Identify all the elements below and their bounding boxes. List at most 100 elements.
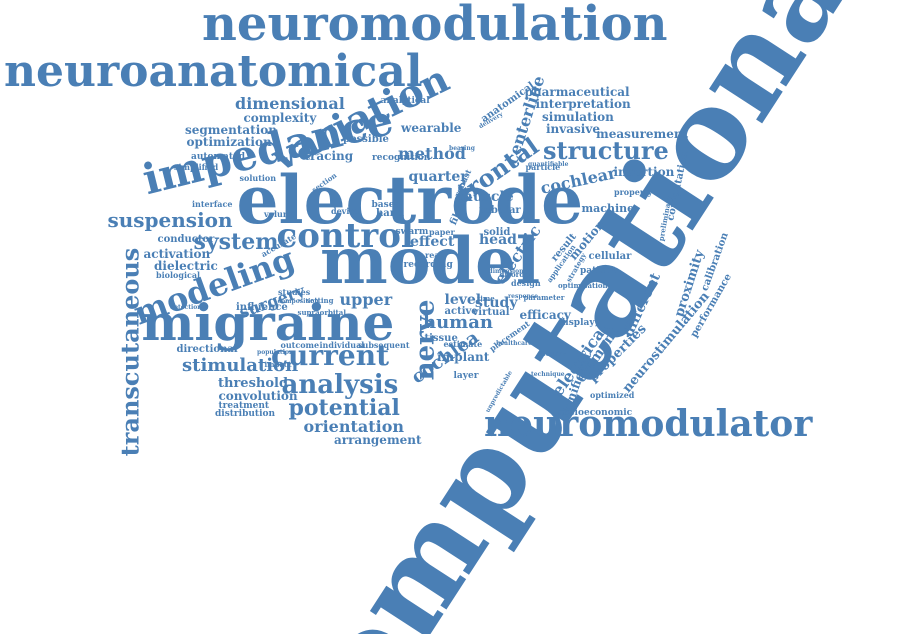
word: technique xyxy=(531,371,565,378)
word: arrangement xyxy=(334,433,422,447)
word: insertion xyxy=(613,165,675,179)
word: invasive xyxy=(546,122,600,136)
word: analysis xyxy=(281,370,399,400)
word: disorder xyxy=(499,269,533,279)
word: studies xyxy=(278,287,311,297)
word: real xyxy=(425,250,443,260)
word: swarm xyxy=(395,226,429,237)
word: neuroanatomical xyxy=(4,46,423,97)
word: threshold xyxy=(218,375,289,391)
word: impact xyxy=(264,359,292,369)
word: dimensional xyxy=(235,94,345,113)
word: biological xyxy=(156,270,201,280)
word: segmentation xyxy=(185,123,277,137)
word: conductor xyxy=(157,234,215,245)
word: pharmaceutical xyxy=(524,85,630,99)
word: quarter xyxy=(408,169,468,185)
word: property xyxy=(614,187,653,197)
word: treatment xyxy=(218,400,270,411)
word: convolution xyxy=(218,389,298,403)
word: tracing xyxy=(304,149,354,163)
word: neuromodulation xyxy=(202,0,668,52)
word: active xyxy=(444,306,478,317)
word: based xyxy=(371,199,401,210)
word: healthcare xyxy=(496,340,532,347)
word: level xyxy=(444,292,482,308)
word: structure xyxy=(543,136,669,165)
word: response xyxy=(508,293,539,300)
word: distribution xyxy=(215,408,276,419)
word: setting xyxy=(306,295,334,305)
word: electrode xyxy=(236,161,584,239)
word: influence xyxy=(236,302,288,313)
word: particle xyxy=(525,162,561,172)
word: virtual xyxy=(472,307,510,318)
word: solid xyxy=(483,227,511,238)
word: quantifiable xyxy=(528,161,569,168)
word: composition xyxy=(277,298,319,305)
word: display xyxy=(559,317,595,328)
word: upper xyxy=(339,290,393,309)
word: solution xyxy=(239,173,277,183)
word: study xyxy=(475,295,518,311)
word: implant xyxy=(437,350,490,364)
word: interface xyxy=(192,199,233,209)
word: current xyxy=(271,339,390,372)
word: efficacy xyxy=(519,308,571,322)
word: optimized xyxy=(590,390,635,400)
word: supraorbital xyxy=(297,307,347,317)
word: parameter xyxy=(523,292,565,302)
word: orientation xyxy=(303,417,405,436)
word: analytical xyxy=(380,95,430,106)
word: method xyxy=(398,144,466,163)
word: directional xyxy=(176,344,238,355)
word: measurement xyxy=(596,127,689,141)
word: cellular xyxy=(588,251,632,262)
word: location xyxy=(539,351,567,358)
word: control xyxy=(276,216,414,256)
word: population xyxy=(257,349,294,356)
word: estimate xyxy=(443,339,483,349)
word: possible xyxy=(343,134,389,145)
word: dielectric xyxy=(154,259,218,273)
word: stimulation xyxy=(182,355,299,376)
word: wearable xyxy=(401,121,462,135)
word: model xyxy=(320,224,541,299)
word: simplified xyxy=(174,162,219,172)
word: dimension xyxy=(488,268,524,275)
word: suspension xyxy=(107,208,233,232)
word: design xyxy=(511,278,541,288)
word: device xyxy=(331,206,360,216)
word: recording xyxy=(403,259,453,270)
word: recognition xyxy=(372,152,431,163)
word: neuromodulator xyxy=(484,403,813,445)
word: outcome xyxy=(280,340,320,350)
word: interpretation xyxy=(535,97,631,111)
word: complexity xyxy=(243,111,317,125)
word: human xyxy=(423,312,493,333)
word: effect xyxy=(410,234,455,250)
word: migraine xyxy=(141,293,395,352)
word: time xyxy=(477,293,495,303)
word: machine xyxy=(581,201,635,215)
word: detection xyxy=(170,304,202,311)
word: tubular xyxy=(479,205,521,216)
word: hand xyxy=(376,208,405,219)
word: volume xyxy=(264,209,297,219)
word: individual xyxy=(319,340,365,350)
word: automated xyxy=(191,151,246,162)
word: system xyxy=(193,229,279,255)
word: paper xyxy=(429,227,455,237)
word: head xyxy=(479,232,517,248)
word: muscle xyxy=(458,189,514,205)
word: patient xyxy=(580,265,617,276)
word: layer xyxy=(453,370,479,381)
word: simulation xyxy=(542,110,614,124)
word: transcutaneous xyxy=(114,247,144,457)
word: socioeconomic xyxy=(558,407,633,418)
word: potential xyxy=(288,395,400,421)
word: bearing xyxy=(449,145,475,152)
word: activation xyxy=(143,247,211,261)
word: optimization xyxy=(186,135,272,149)
